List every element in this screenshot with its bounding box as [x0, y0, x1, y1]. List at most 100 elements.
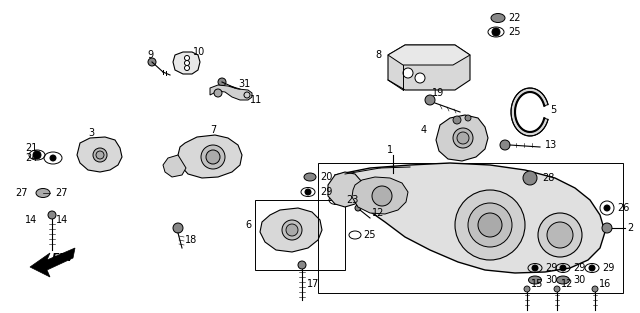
Text: 30: 30 [573, 275, 585, 285]
Circle shape [96, 151, 104, 159]
Text: 7: 7 [210, 125, 216, 135]
Text: 21: 21 [25, 143, 37, 153]
Text: 16: 16 [599, 279, 611, 289]
Circle shape [554, 286, 560, 292]
Text: 20: 20 [320, 172, 332, 182]
Circle shape [173, 223, 183, 233]
Text: 10: 10 [193, 47, 205, 57]
Circle shape [33, 151, 41, 159]
Text: 13: 13 [545, 140, 557, 150]
Circle shape [184, 60, 189, 65]
Polygon shape [335, 163, 605, 273]
Text: 25: 25 [363, 230, 376, 240]
Circle shape [425, 95, 435, 105]
Circle shape [286, 224, 298, 236]
Circle shape [538, 213, 582, 257]
Circle shape [305, 189, 311, 195]
Text: 30: 30 [545, 275, 557, 285]
Text: 12: 12 [372, 208, 385, 218]
Circle shape [455, 190, 525, 260]
Circle shape [218, 78, 226, 86]
Text: 25: 25 [508, 27, 520, 37]
Circle shape [602, 223, 612, 233]
Text: FR.: FR. [52, 253, 73, 263]
Circle shape [465, 115, 471, 121]
Circle shape [589, 265, 595, 271]
Circle shape [592, 286, 598, 292]
Text: 17: 17 [307, 279, 319, 289]
Polygon shape [388, 45, 470, 65]
Circle shape [201, 145, 225, 169]
Polygon shape [178, 135, 242, 178]
Circle shape [48, 211, 56, 219]
Text: 6: 6 [246, 220, 252, 230]
Text: 29: 29 [573, 263, 586, 273]
Text: 15: 15 [531, 279, 543, 289]
Circle shape [560, 265, 566, 271]
Text: 23: 23 [346, 195, 358, 205]
Circle shape [524, 286, 530, 292]
Circle shape [453, 128, 473, 148]
Text: 11: 11 [250, 95, 262, 105]
Circle shape [282, 220, 302, 240]
Circle shape [500, 140, 510, 150]
Text: 26: 26 [617, 203, 629, 213]
Polygon shape [436, 115, 488, 161]
Polygon shape [30, 248, 75, 277]
Ellipse shape [304, 173, 316, 181]
Bar [318, 163, 623, 293]
Polygon shape [163, 155, 186, 177]
Circle shape [50, 155, 56, 161]
Circle shape [532, 265, 538, 271]
Circle shape [298, 261, 306, 269]
Text: 14: 14 [25, 215, 37, 225]
Circle shape [604, 205, 610, 211]
Ellipse shape [557, 276, 570, 284]
Text: 9: 9 [147, 50, 153, 60]
Text: 28: 28 [542, 173, 554, 183]
Circle shape [355, 205, 361, 211]
Circle shape [206, 150, 220, 164]
Circle shape [415, 73, 425, 83]
Circle shape [523, 171, 537, 185]
Text: 24: 24 [25, 153, 37, 163]
Polygon shape [328, 172, 362, 207]
Ellipse shape [529, 276, 541, 284]
Polygon shape [511, 88, 548, 136]
Text: 12: 12 [561, 279, 573, 289]
Bar [255, 200, 345, 270]
Text: 14: 14 [56, 215, 68, 225]
Text: 27: 27 [55, 188, 67, 198]
Circle shape [372, 186, 392, 206]
Circle shape [478, 213, 502, 237]
Text: 4: 4 [421, 125, 427, 135]
Circle shape [457, 132, 469, 144]
Text: 29: 29 [602, 263, 614, 273]
Circle shape [148, 58, 156, 66]
Text: 22: 22 [508, 13, 520, 23]
Circle shape [403, 68, 413, 78]
Text: 19: 19 [432, 88, 444, 98]
Text: 18: 18 [185, 235, 197, 245]
Polygon shape [210, 85, 252, 100]
Circle shape [492, 28, 500, 36]
Circle shape [184, 65, 189, 70]
Text: 1: 1 [387, 145, 393, 155]
Ellipse shape [36, 188, 50, 198]
Ellipse shape [491, 13, 505, 23]
Circle shape [468, 203, 512, 247]
Text: 29: 29 [545, 263, 557, 273]
Circle shape [184, 55, 189, 60]
Polygon shape [260, 208, 322, 252]
Text: 3: 3 [88, 128, 94, 138]
Circle shape [214, 89, 222, 97]
Polygon shape [77, 137, 122, 172]
Circle shape [93, 148, 107, 162]
Polygon shape [173, 52, 200, 74]
Text: 29: 29 [320, 187, 332, 197]
Text: 2: 2 [627, 223, 633, 233]
Text: 5: 5 [550, 105, 556, 115]
Text: 27: 27 [15, 188, 28, 198]
Text: 8: 8 [376, 50, 382, 60]
Polygon shape [388, 45, 470, 90]
